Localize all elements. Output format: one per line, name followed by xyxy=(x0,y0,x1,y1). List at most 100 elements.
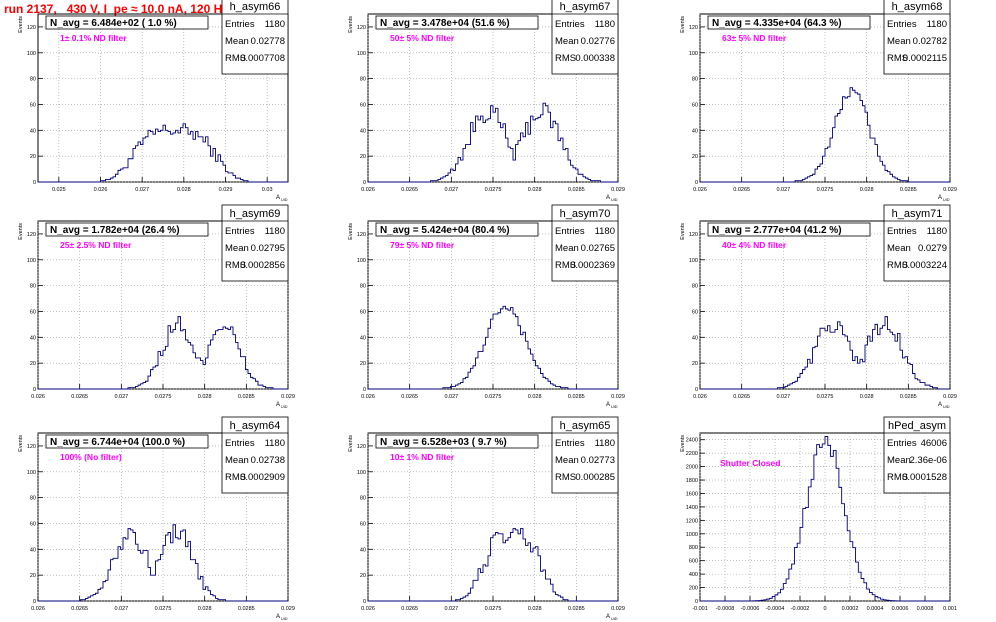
y-tick-label: 20 xyxy=(360,154,366,160)
stats-entries-label: Entries xyxy=(555,19,585,30)
x-tick-label: 0.028 xyxy=(177,187,191,193)
stats-mean-value: 0.02795 xyxy=(251,243,285,254)
histogram-name: hPed_asym xyxy=(888,420,946,432)
y-tick-label: 1600 xyxy=(686,491,698,497)
y-tick-label: 100 xyxy=(689,258,698,264)
x-axis-label: A xyxy=(276,195,280,201)
y-tick-label: 2000 xyxy=(686,465,698,471)
x-tick-label: -0.0006 xyxy=(741,606,760,612)
x-tick-label: 0.0004 xyxy=(867,606,884,612)
stats-entries-value: 1180 xyxy=(265,226,285,237)
stats-box xyxy=(883,204,951,282)
stats-rms-value: 0.0007708 xyxy=(240,53,285,64)
y-tick-label: 0 xyxy=(363,387,366,393)
y-tick-label: 60 xyxy=(692,309,698,315)
x-tick-label: 0.029 xyxy=(611,187,625,193)
x-axis-label-sub: UID xyxy=(943,405,950,409)
x-axis-label: A xyxy=(606,195,610,201)
stats-mean-label: Mean xyxy=(887,36,911,47)
y-tick-label: 20 xyxy=(30,361,36,367)
stats-entries-label: Entries xyxy=(555,438,585,449)
filter-label: 63± 5% ND filter xyxy=(722,33,787,43)
y-axis-label: Events xyxy=(680,16,686,33)
y-tick-label: 0 xyxy=(695,180,698,186)
histogram-panel-h_asym68: 0.026 0.0265 0.027 0.0275 0.028 0.0285 0.029 0 2… xyxy=(680,0,957,202)
x-tick-label: 0.026 xyxy=(31,394,45,400)
x-tick-label: -0.0004 xyxy=(766,606,785,612)
y-tick-label: 400 xyxy=(689,572,698,578)
y-tick-label: 120 xyxy=(27,25,36,31)
histogram-panel-h_asym67: 0.026 0.0265 0.027 0.0275 0.028 0.0285 0.029 0 2… xyxy=(348,0,625,202)
filter-label: Shutter Closed xyxy=(720,458,780,468)
stats-box xyxy=(551,0,619,75)
y-tick-label: 200 xyxy=(689,586,698,592)
y-tick-label: 100 xyxy=(27,470,36,476)
histogram-name: h_asym66 xyxy=(230,1,281,13)
stats-box xyxy=(883,416,951,494)
x-tick-label: 0.0265 xyxy=(401,394,418,400)
stats-entries-value: 1180 xyxy=(265,19,285,30)
x-tick-label: 0.0285 xyxy=(900,187,917,193)
x-tick-label: 0.0275 xyxy=(485,606,502,612)
y-tick-label: 80 xyxy=(360,496,366,502)
y-tick-label: 40 xyxy=(692,128,698,134)
x-tick-label: 0.027 xyxy=(114,394,128,400)
stats-mean-label: Mean xyxy=(887,243,911,254)
y-tick-label: 1800 xyxy=(686,478,698,484)
y-axis-label: Events xyxy=(348,435,354,452)
filter-label: 79± 5% ND filter xyxy=(390,240,455,250)
y-tick-label: 40 xyxy=(360,335,366,341)
histogram-line xyxy=(700,87,950,183)
x-tick-label: 0.0006 xyxy=(892,606,909,612)
plot-title: N_avg = 6.484e+02 ( 1.0 %) xyxy=(50,18,177,29)
x-tick-label: 0.0275 xyxy=(485,187,502,193)
x-tick-label: 0.029 xyxy=(943,394,957,400)
x-tick-label: 0.0275 xyxy=(155,394,172,400)
y-tick-label: 0 xyxy=(363,599,366,605)
y-tick-label: 20 xyxy=(692,361,698,367)
x-tick-label: 0.028 xyxy=(528,394,542,400)
histogram-name: h_asym68 xyxy=(892,1,943,13)
x-tick-label: 0.025 xyxy=(52,187,66,193)
y-tick-label: 100 xyxy=(27,51,36,57)
x-tick-label: 0.027 xyxy=(114,606,128,612)
stats-rms-value: 0.0003224 xyxy=(902,260,947,271)
y-tick-label: 80 xyxy=(30,284,36,290)
x-axis-label-sub: UID xyxy=(611,198,618,202)
stats-rms-label: RMS xyxy=(887,260,908,271)
y-axis-label: Events xyxy=(18,223,24,240)
y-tick-label: 80 xyxy=(30,77,36,83)
y-tick-label: 100 xyxy=(27,258,36,264)
x-axis-label-sub: UID xyxy=(611,405,618,409)
y-tick-label: 120 xyxy=(27,444,36,450)
histogram-panel-h_asym64: 0.026 0.0265 0.027 0.0275 0.028 0.0285 0.029 0 2… xyxy=(18,416,295,621)
histogram-line xyxy=(38,316,288,390)
histogram-name: h_asym65 xyxy=(560,420,611,432)
y-tick-label: 80 xyxy=(360,284,366,290)
stats-rms-label: RMS xyxy=(555,53,576,64)
x-tick-label: 0.0002 xyxy=(842,606,859,612)
y-tick-label: 800 xyxy=(689,545,698,551)
y-tick-label: 60 xyxy=(30,521,36,527)
histogram-name: h_asym71 xyxy=(892,208,943,220)
y-tick-label: 600 xyxy=(689,559,698,565)
histogram-panel-h_asym70: 0.026 0.0265 0.027 0.0275 0.028 0.0285 0.029 0 2… xyxy=(348,204,625,409)
x-tick-label: 0.028 xyxy=(198,606,212,612)
x-tick-label: 0.026 xyxy=(31,606,45,612)
x-tick-label: 0.0265 xyxy=(733,187,750,193)
stats-mean-value: 0.02765 xyxy=(581,243,615,254)
x-tick-label: 0.029 xyxy=(943,187,957,193)
x-tick-label: 0.026 xyxy=(693,187,707,193)
stats-rms-value: 0.000338 xyxy=(575,53,615,64)
title-box xyxy=(707,15,871,30)
y-tick-label: 20 xyxy=(360,573,366,579)
y-tick-label: 60 xyxy=(692,102,698,108)
y-tick-label: 40 xyxy=(360,128,366,134)
stats-box xyxy=(221,0,289,75)
filter-label: 10± 1% ND filter xyxy=(390,452,455,462)
filter-label: 40± 4% ND filter xyxy=(722,240,787,250)
plot-title: N_avg = 6.744e+04 (100.0 %) xyxy=(50,437,185,448)
stats-entries-label: Entries xyxy=(225,438,255,449)
y-tick-label: 100 xyxy=(357,470,366,476)
x-tick-label: 0.0265 xyxy=(71,394,88,400)
